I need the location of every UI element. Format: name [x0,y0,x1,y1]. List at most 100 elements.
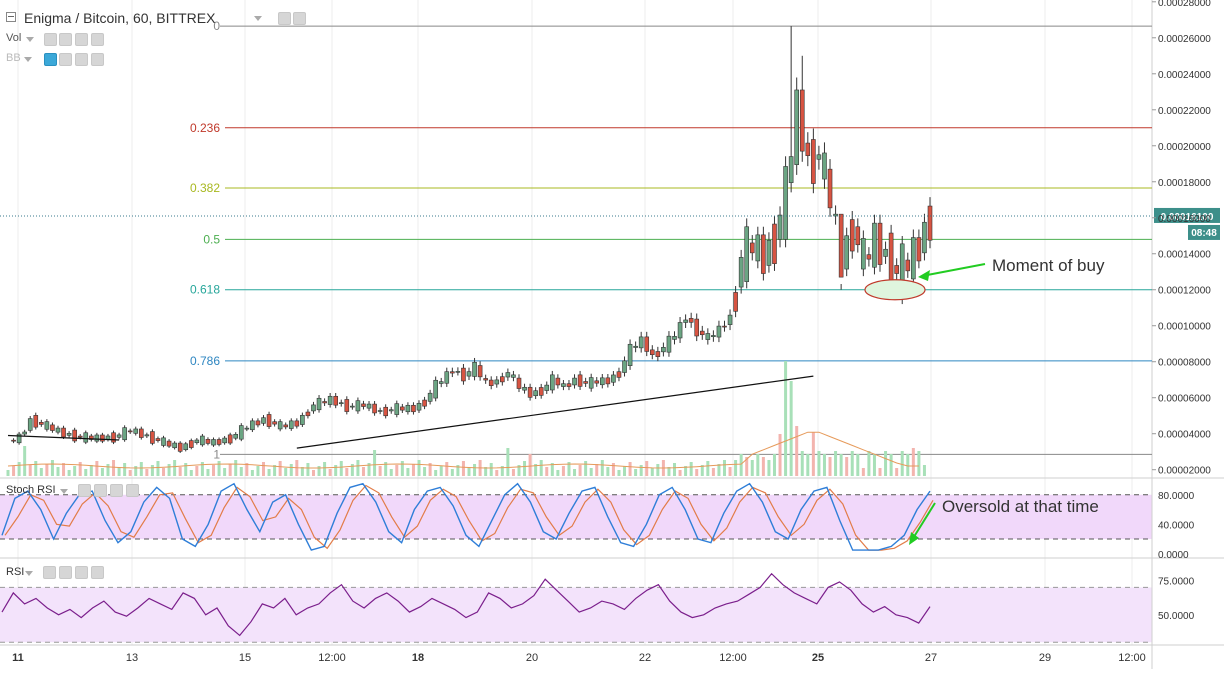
fib-level-label: 1 [213,447,220,461]
volume-bar [289,464,293,476]
volume-bar [212,465,216,476]
candle-body [272,421,277,425]
volume-bar [606,467,610,476]
candle-body [838,213,844,278]
candle-body [816,154,822,160]
candle-body [794,89,799,165]
candle-body [366,403,372,409]
volume-bar [722,460,726,476]
candle-body [677,322,683,339]
chevron-down-icon[interactable] [60,489,68,494]
collapse-toggle-icon[interactable] [6,12,16,22]
chevron-down-icon[interactable] [26,37,34,42]
volume-bar [361,467,365,476]
volume-bar [878,468,882,476]
volume-bar [28,465,32,476]
volume-bar [162,468,166,476]
volume-bar [345,468,349,476]
volume-bar [584,461,588,476]
volume-bar [745,457,749,476]
chevron-down-icon[interactable] [24,57,32,62]
indicator-bb-label: BB [6,52,21,64]
close-icon[interactable] [126,484,139,497]
volume-bar [234,460,238,476]
eye-icon[interactable] [278,12,291,25]
volume-bar [300,467,304,476]
volume-bar [845,457,849,476]
last-price-tag [1154,207,1220,223]
volume-bar [284,468,288,476]
volume-bar [673,463,677,476]
volume-bar [695,469,699,476]
volume-bar [767,460,771,476]
candle-body [250,420,255,431]
candle-body [155,438,161,441]
candle-body [166,440,172,447]
eye-icon[interactable] [44,33,57,46]
volume-bar [911,448,915,476]
y-tick-label: 0.00020000 [1158,142,1211,153]
candle-body [472,361,477,377]
volume-bar [128,470,132,476]
candle-body [111,432,116,443]
candle-body [683,319,688,323]
candle-body [711,335,716,338]
volume-bar [495,470,499,476]
candle-body [100,434,105,442]
volume-bar [217,461,221,476]
eye-icon[interactable] [78,484,91,497]
volume-bar [772,454,776,476]
gear-icon[interactable] [59,33,72,46]
candle-body [16,433,22,444]
candle-body [744,226,750,282]
volume-bar [200,462,204,476]
eye-icon[interactable] [44,53,57,66]
volume-bar [872,454,876,476]
close-icon[interactable] [91,53,104,66]
candle-body [505,372,511,378]
candle-body [422,399,427,407]
volume-bar [867,451,871,476]
volume-bar [373,450,377,476]
volume-bar [922,465,926,476]
gear-icon[interactable] [59,566,72,579]
volume-bar [822,454,826,476]
close-icon[interactable] [91,566,104,579]
candle-body [916,237,922,262]
volume-bar [484,467,488,476]
gear-icon[interactable] [94,484,107,497]
plus-icon[interactable] [110,484,123,497]
candle-body [527,386,533,398]
candle-body [416,402,422,411]
candle-body [633,345,638,348]
volume-bar [106,464,110,476]
candle-body [355,400,361,412]
plus-icon[interactable] [75,33,88,46]
plus-icon[interactable] [75,566,88,579]
volume-bar [250,470,254,476]
volume-bar [184,463,188,476]
gear-icon[interactable] [293,12,306,25]
volume-bar [134,466,138,476]
eye-icon[interactable] [43,566,56,579]
chevron-down-icon[interactable] [25,571,33,576]
volume-bar [145,469,149,476]
candle-body [300,414,305,425]
volume-bar [617,470,621,476]
volume-bar [273,465,277,476]
volume-bar [550,463,554,476]
y-tick-label: 0.00004000 [1158,430,1211,441]
candle-body [622,360,627,373]
volume-bar [112,460,116,476]
close-icon[interactable] [91,33,104,46]
volume-bar [528,454,532,476]
plus-icon[interactable] [75,53,88,66]
candle-body [305,411,311,417]
volume-bar [645,461,649,476]
chevron-down-icon[interactable] [254,16,262,21]
candle-body [783,166,788,240]
gear-icon[interactable] [59,53,72,66]
volume-bar [173,460,177,476]
